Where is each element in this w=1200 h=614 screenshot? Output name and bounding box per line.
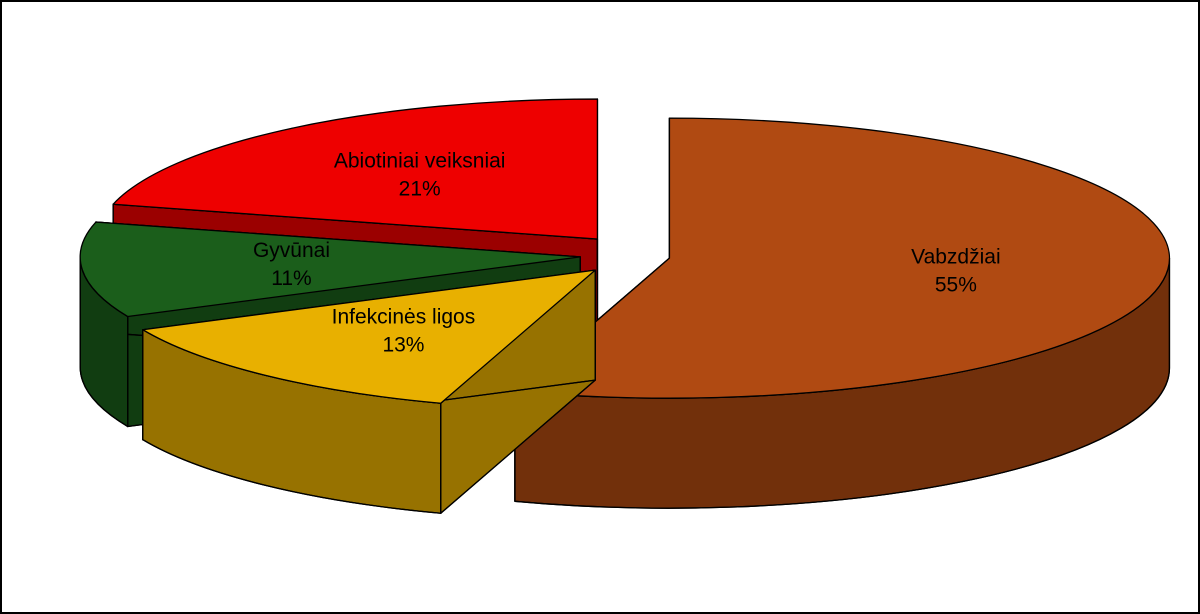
slice [142,269,596,404]
slice-value-label: 11% [271,267,311,290]
slice-value-label: 13% [382,334,424,357]
slice [112,98,599,240]
slice-label: Vabzdžiai [911,245,1001,268]
slice-label: Gyvūnai [253,239,330,262]
slice [514,117,1171,399]
slice-value-label: 21% [399,177,441,200]
slice [79,221,581,318]
slice-label: Abiotiniai veiksniai [334,149,506,172]
slice-value-label: 55% [935,273,977,296]
slice-label: Infekcinės ligos [332,306,476,329]
